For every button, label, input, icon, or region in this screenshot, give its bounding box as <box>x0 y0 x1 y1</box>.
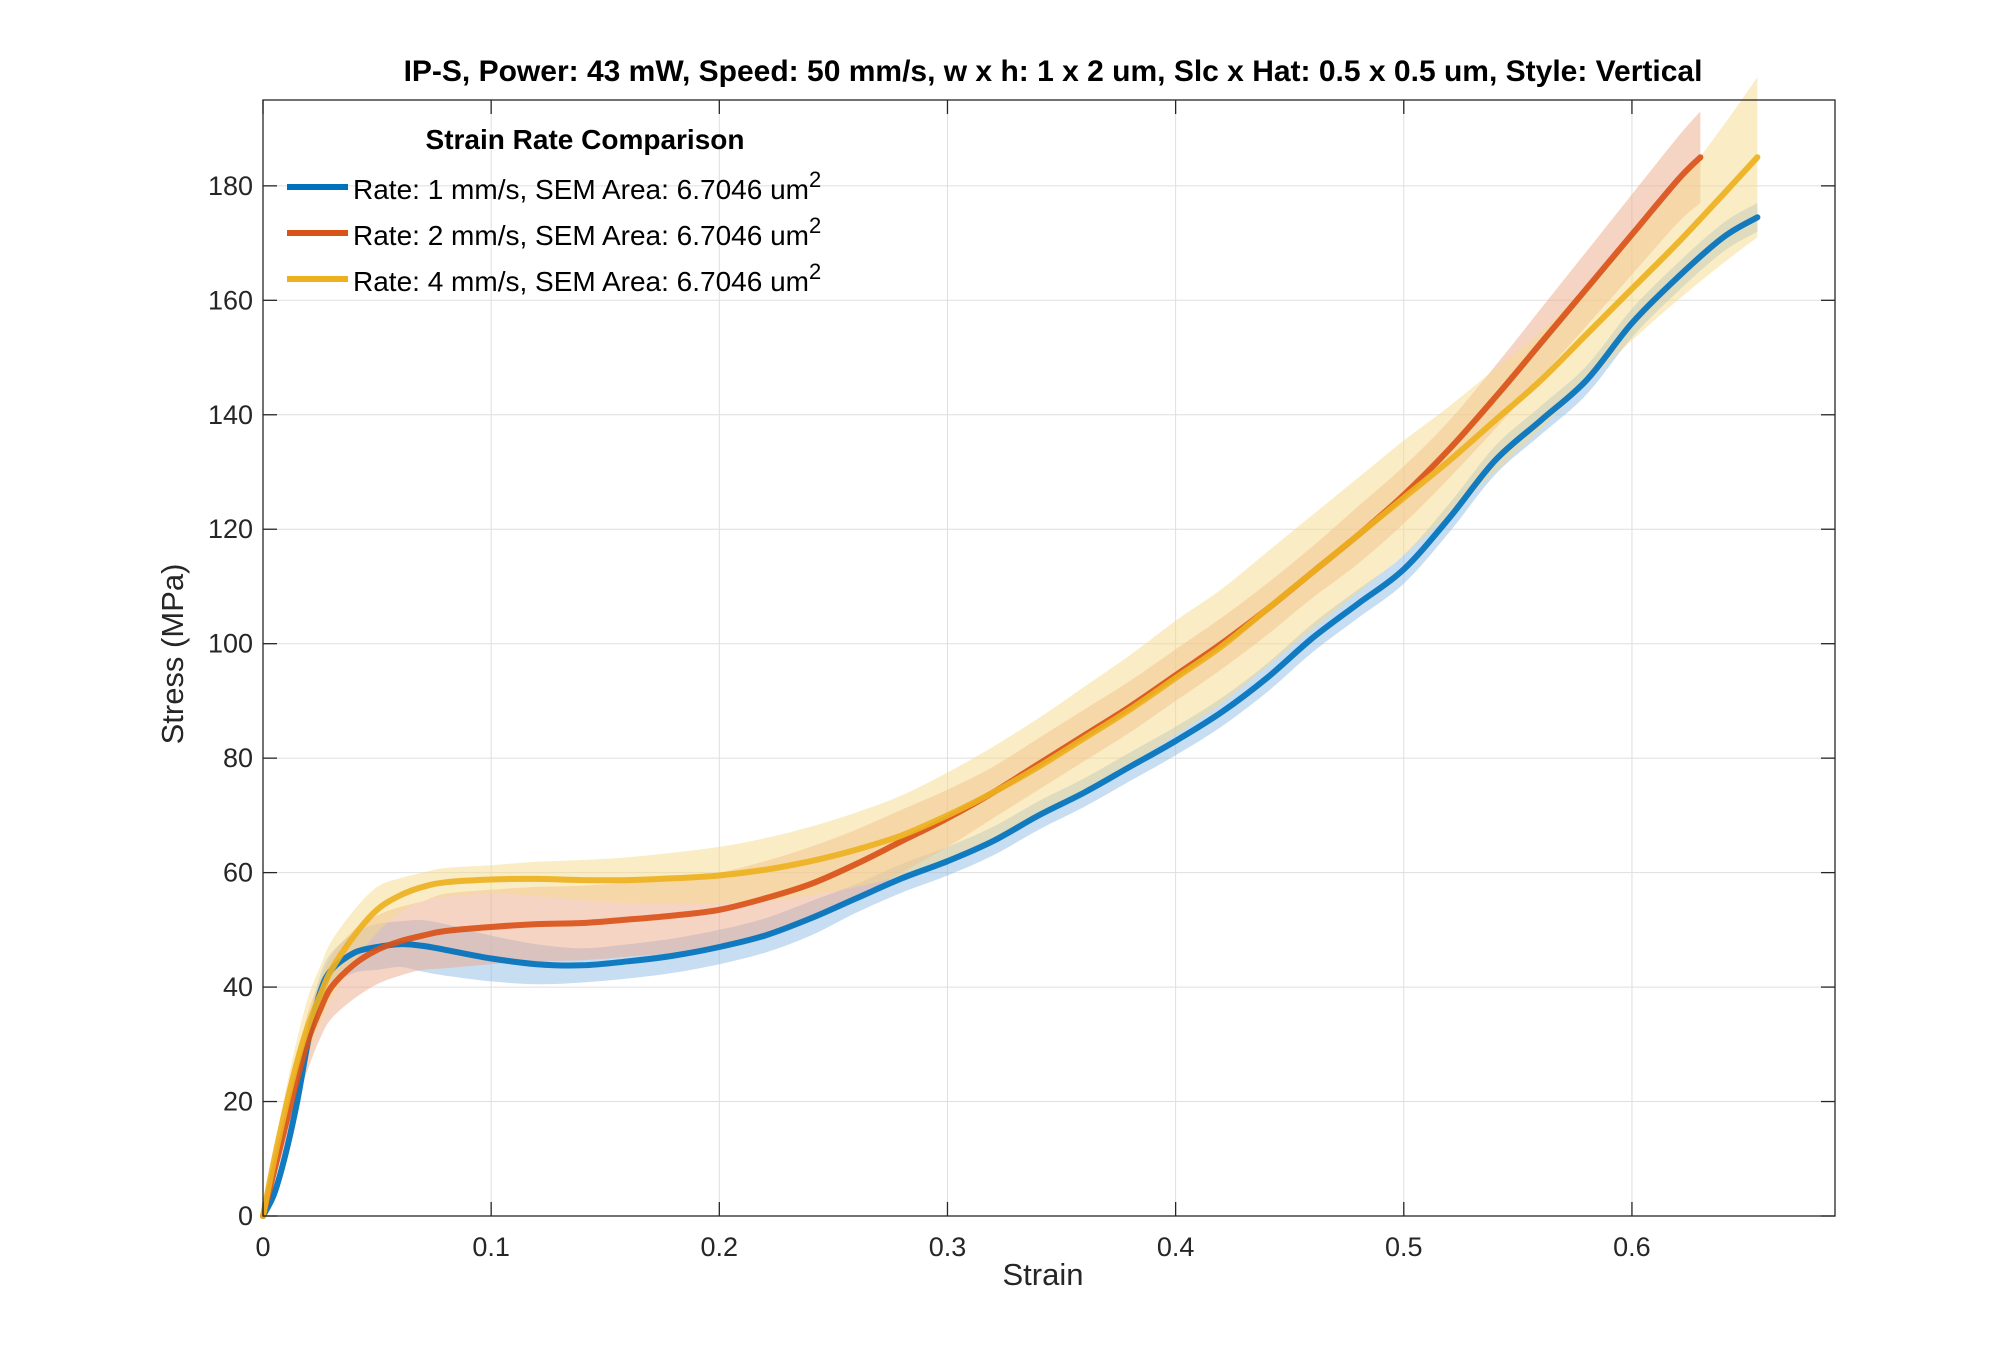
y-tick-label: 120 <box>208 514 253 544</box>
y-tick-label: 60 <box>223 858 253 888</box>
y-tick-label: 160 <box>208 285 253 315</box>
legend-label-1: Rate: 1 mm/s, SEM Area: 6.7046 um2 <box>353 167 821 205</box>
x-axis-label: Strain <box>1003 1257 1084 1292</box>
y-tick-labels: 0 20 40 60 80 100 120 140 160 180 <box>208 171 253 1231</box>
x-tick-label: 0.4 <box>1157 1232 1195 1262</box>
x-tick-label: 0.6 <box>1613 1232 1651 1262</box>
line-series-2 <box>260 154 1704 1219</box>
y-tick-label: 20 <box>223 1087 253 1117</box>
x-tick-label: 0.1 <box>472 1232 510 1262</box>
y-tick-label: 0 <box>238 1201 253 1231</box>
band-series-2 <box>263 111 1701 1216</box>
x-tick-labels: 0 0.1 0.2 0.3 0.4 0.5 0.6 <box>255 1232 1650 1262</box>
legend: Strain Rate Comparison Rate: 1 mm/s, SEM… <box>287 124 821 297</box>
plot-area <box>260 77 1836 1219</box>
chart-title: IP-S, Power: 43 mW, Speed: 50 mm/s, w x … <box>404 55 1703 88</box>
x-tick-label: 0.2 <box>701 1232 739 1262</box>
x-tick-label: 0 <box>255 1232 270 1262</box>
line-series-3 <box>260 154 1761 1219</box>
legend-title: Strain Rate Comparison <box>426 124 745 155</box>
series-lines <box>260 154 1761 1219</box>
line-series-1 <box>260 214 1761 1219</box>
axis-ticks <box>262 100 1835 1217</box>
y-tick-label: 40 <box>223 972 253 1002</box>
y-tick-label: 80 <box>223 743 253 773</box>
legend-label-2: Rate: 2 mm/s, SEM Area: 6.7046 um2 <box>353 213 821 251</box>
y-tick-label: 180 <box>208 171 253 201</box>
plot-frame <box>262 99 1836 1217</box>
x-tick-label: 0.5 <box>1385 1232 1423 1262</box>
x-tick-label: 0.3 <box>929 1232 967 1262</box>
y-tick-label: 100 <box>208 629 253 659</box>
y-axis-label: Stress (MPa) <box>155 564 190 745</box>
legend-entries: Rate: 1 mm/s, SEM Area: 6.7046 um2 Rate: … <box>287 167 821 297</box>
legend-label-3: Rate: 4 mm/s, SEM Area: 6.7046 um2 <box>353 259 821 297</box>
y-tick-label: 140 <box>208 400 253 430</box>
